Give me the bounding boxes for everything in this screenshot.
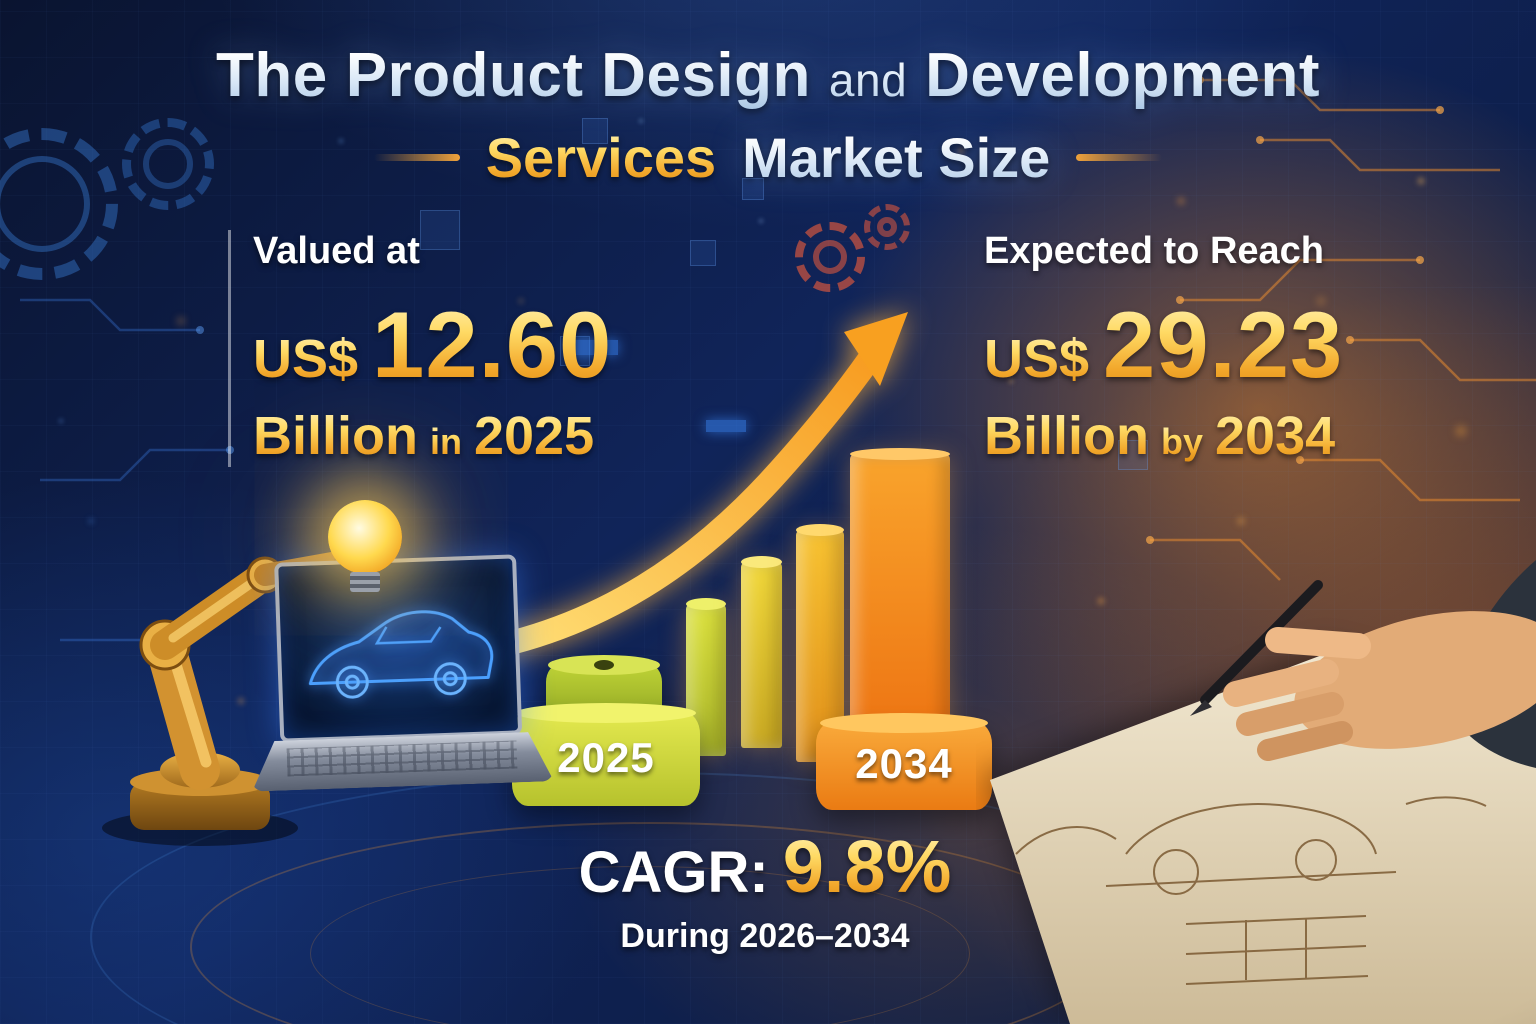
title-word-main: Product Design [345,41,811,110]
year: 2034 [1215,406,1336,466]
gear-icon [122,118,214,210]
title-rest: Market Size [742,126,1051,189]
lightbulb-base [350,572,380,592]
stat-expected-2034: Expected to Reach US$ 29.23 Billion by 2… [984,230,1343,467]
pedestal-2034: 2034 [816,713,992,810]
car-wireframe-icon [308,610,494,699]
tech-square [1118,440,1148,470]
pedestal-2025: 2025 [512,703,700,806]
title-dash-left [373,154,460,161]
amount-value: 29.23 [1103,292,1344,397]
laptop-screen [274,554,523,743]
gear-icon [864,204,910,250]
gear-icon [795,222,865,292]
page-title: The Product Design and Development Servi… [0,40,1536,190]
chart-bar-top-face [741,556,782,568]
currency: US$ [984,329,1090,389]
pedestal-slot [594,660,614,670]
pedestal-label-2025: 2025 [557,734,655,781]
chart-bar-top-face [686,598,726,610]
stat-label: Valued at [253,230,420,272]
title-dash-right [1076,154,1163,161]
pedestal-top-face [819,713,989,733]
connector: in [429,421,462,462]
cagr-period: During 2026–2034 [620,917,910,955]
cagr-value: 9.8% [782,825,952,908]
chart-bar-top-face [796,524,844,536]
stat-valued-2025: Valued at US$ 12.60 Billion in 2025 [228,230,612,467]
gear-icon [143,139,193,189]
lightbulb-icon [328,500,402,574]
cagr-label: CAGR: [578,840,769,905]
currency: US$ [253,329,359,389]
title-word-the: The [216,41,328,110]
title-line2: Services Market Size [0,125,1536,190]
connector: by [1160,421,1203,462]
laptop-illustration [274,553,554,790]
chart-bar [741,556,782,748]
tech-square [742,178,764,200]
pedestal-label-2034: 2034 [855,740,953,787]
year: 2025 [473,406,595,466]
gear-icon [0,156,90,252]
tech-square [582,118,608,144]
amount-value: 12.60 [372,292,613,397]
pedestal-top-face [515,703,697,723]
laptop-keyboard [250,731,554,792]
stat-label: Expected to Reach [984,230,1324,272]
laptop-keys [287,740,517,776]
title-line1: The Product Design and Development [0,40,1536,111]
cagr-block: CAGR: 9.8% During 2026–2034 [400,824,1130,956]
gear-icon [877,217,897,237]
gear-icon [813,240,847,274]
tech-square [420,210,460,250]
title-word-and: and [828,54,908,106]
tech-square [690,240,716,266]
unit: Billion [984,406,1149,466]
title-accent: Services [485,126,717,189]
title-word-end: Development [925,41,1320,110]
chart-bar-top-face [850,448,950,460]
unit: Billion [253,406,418,466]
